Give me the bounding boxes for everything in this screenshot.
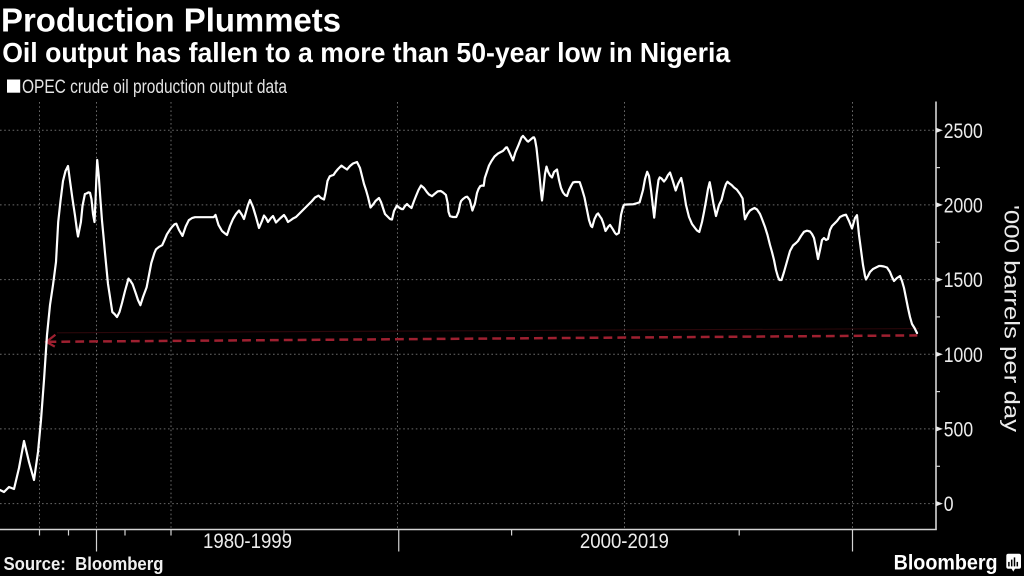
svg-text:2000: 2000: [944, 194, 983, 217]
svg-text:OPEC crude oil production outp: OPEC crude oil production output data: [22, 77, 287, 98]
svg-text:500: 500: [944, 418, 973, 441]
svg-text:1980-1999: 1980-1999: [203, 530, 292, 553]
svg-text:1500: 1500: [944, 269, 983, 292]
svg-text:'000 barrels per day: '000 barrels per day: [1000, 205, 1023, 433]
svg-text:Bloomberg: Bloomberg: [894, 552, 998, 575]
svg-text:0: 0: [944, 493, 954, 516]
svg-text:2500: 2500: [944, 120, 983, 143]
svg-text:Source: Bloomberg: Source: Bloomberg: [4, 554, 164, 574]
svg-text:1000: 1000: [944, 344, 983, 367]
svg-text:Oil output has fallen to a mor: Oil output has fallen to a more than 50-…: [2, 37, 730, 68]
svg-text:Production Plummets: Production Plummets: [1, 2, 341, 39]
svg-text:2000-2019: 2000-2019: [580, 530, 669, 553]
